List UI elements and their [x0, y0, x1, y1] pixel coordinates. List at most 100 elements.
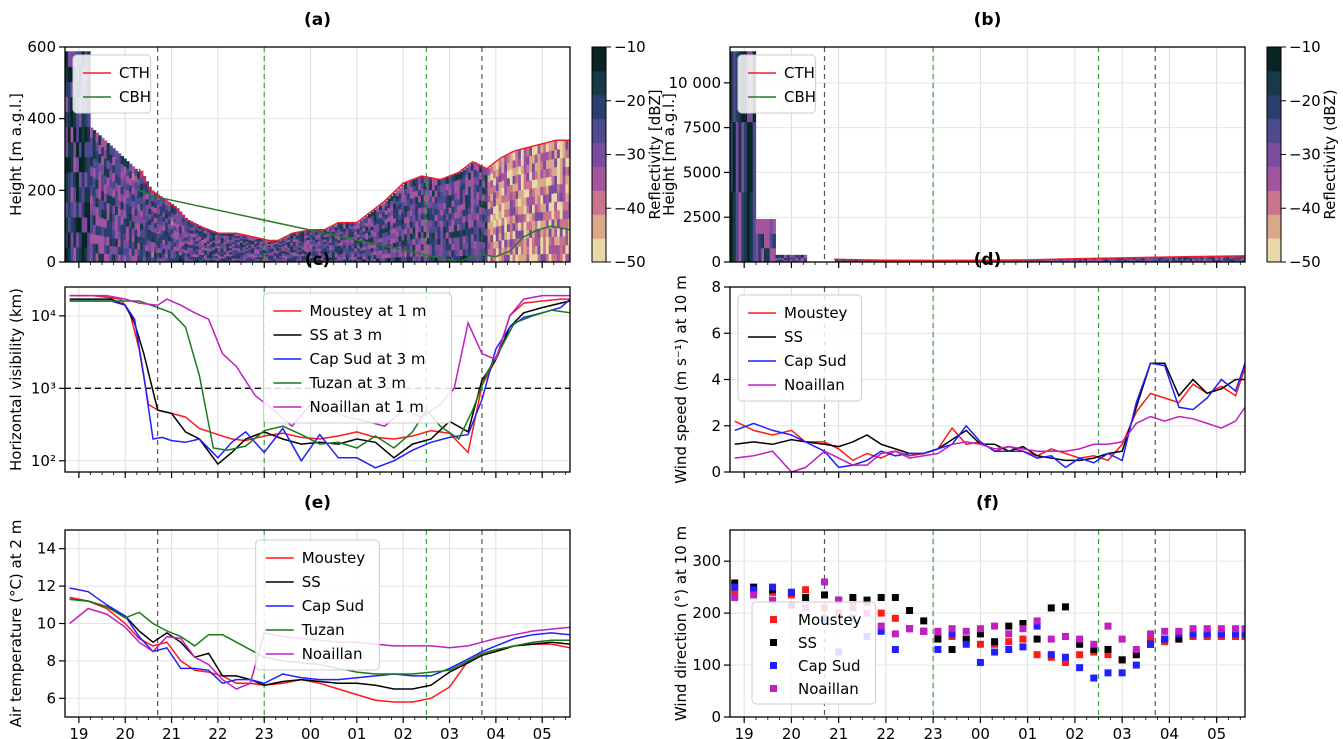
reflectivity-cell: [134, 188, 138, 197]
reflectivity-cell: [459, 255, 464, 262]
reflectivity-cell: [798, 257, 802, 261]
reflectivity-cell: [315, 255, 319, 258]
reflectivity-cell: [732, 191, 737, 262]
reflectivity-cell: [315, 248, 319, 252]
scatter-point: [1118, 635, 1126, 643]
reflectivity-cell: [800, 254, 805, 258]
reflectivity-cell: [501, 217, 505, 226]
reflectivity-cell: [265, 257, 269, 260]
reflectivity-cell: [426, 176, 430, 184]
reflectivity-cell: [226, 251, 230, 255]
reflectivity-cell: [1081, 258, 1085, 261]
reflectivity-cell: [390, 233, 394, 239]
reflectivity-cell: [270, 255, 275, 258]
reflectivity-cell: [395, 215, 400, 222]
reflectivity-cell: [234, 237, 238, 241]
reflectivity-cell: [1143, 260, 1148, 262]
reflectivity-cell: [167, 232, 172, 237]
reflectivity-cell: [509, 199, 514, 209]
reflectivity-cell: [490, 186, 494, 195]
reflectivity-cell: [279, 244, 283, 247]
reflectivity-cell: [501, 209, 505, 218]
reflectivity-cell: [368, 258, 372, 262]
panel-label: (a): [304, 10, 331, 30]
reflectivity-cell: [109, 220, 113, 230]
reflectivity-cell: [351, 239, 355, 243]
reflectivity-cell: [456, 230, 461, 238]
reflectivity-cell: [506, 246, 511, 255]
reflectivity-cell: [387, 216, 391, 222]
reflectivity-cell: [381, 228, 386, 234]
reflectivity-cell: [142, 219, 147, 226]
reflectivity-cell: [568, 192, 570, 202]
reflectivity-cell: [203, 227, 208, 231]
reflectivity-cell: [279, 249, 283, 252]
reflectivity-cell: [317, 248, 322, 252]
reflectivity-cell: [426, 182, 430, 190]
reflectivity-cell: [379, 205, 383, 211]
y-tick-label: 6: [711, 324, 721, 342]
reflectivity-cell: [540, 203, 544, 213]
reflectivity-cell: [393, 197, 397, 204]
reflectivity-cell: [529, 212, 533, 222]
reflectivity-cell: [165, 226, 169, 232]
reflectivity-cell: [462, 235, 466, 243]
scatter-point: [1090, 640, 1098, 648]
reflectivity-cell: [1016, 260, 1020, 262]
reflectivity-cell: [128, 205, 133, 214]
reflectivity-cell: [101, 155, 105, 166]
reflectivity-cell: [67, 186, 72, 203]
scatter-point: [802, 594, 810, 602]
reflectivity-cell: [758, 219, 762, 234]
reflectivity-cell: [326, 235, 330, 239]
reflectivity-cell: [290, 236, 294, 239]
reflectivity-cell: [473, 197, 478, 206]
reflectivity-cell: [190, 235, 194, 240]
reflectivity-cell: [337, 253, 341, 258]
reflectivity-cell: [237, 255, 241, 259]
reflectivity-cell: [106, 236, 111, 246]
reflectivity-cell: [140, 177, 144, 185]
reflectivity-cell: [301, 231, 305, 235]
reflectivity-cell: [173, 214, 177, 219]
reflectivity-cell: [304, 233, 308, 237]
reflectivity-cell: [251, 247, 255, 250]
reflectivity-cell: [73, 126, 77, 143]
reflectivity-cell: [276, 251, 280, 254]
reflectivity-cell: [223, 233, 227, 236]
reflectivity-cell: [526, 237, 530, 247]
reflectivity-cell: [1177, 260, 1182, 262]
scatter-point: [877, 622, 885, 630]
reflectivity-cell: [437, 244, 441, 251]
reflectivity-cell: [412, 197, 416, 204]
reflectivity-cell: [437, 214, 441, 222]
reflectivity-cell: [548, 167, 553, 177]
reflectivity-cell: [112, 213, 116, 222]
reflectivity-cell: [251, 243, 255, 247]
reflectivity-cell: [515, 206, 519, 215]
reflectivity-cell: [256, 246, 261, 249]
reflectivity-cell: [803, 259, 808, 262]
reflectivity-cell: [348, 225, 352, 229]
x-tick-label: 20: [116, 725, 135, 739]
x-tick-label: 00: [301, 725, 320, 739]
reflectivity-cell: [159, 210, 163, 216]
reflectivity-cell: [312, 259, 316, 262]
reflectivity-cell: [329, 247, 333, 251]
reflectivity-cell: [562, 235, 566, 246]
legend-label: SS: [798, 634, 817, 652]
reflectivity-cell: [231, 235, 236, 239]
scatter-point: [1217, 625, 1225, 633]
reflectivity-cell: [242, 244, 247, 248]
reflectivity-cell: [217, 253, 222, 257]
reflectivity-cell: [518, 173, 522, 183]
reflectivity-cell: [1240, 259, 1244, 262]
reflectivity-cell: [1200, 260, 1205, 262]
reflectivity-cell: [237, 253, 241, 257]
reflectivity-cell: [70, 186, 74, 203]
reflectivity-cell: [242, 246, 247, 249]
reflectivity-cell: [126, 168, 130, 177]
reflectivity-cell: [295, 241, 300, 244]
